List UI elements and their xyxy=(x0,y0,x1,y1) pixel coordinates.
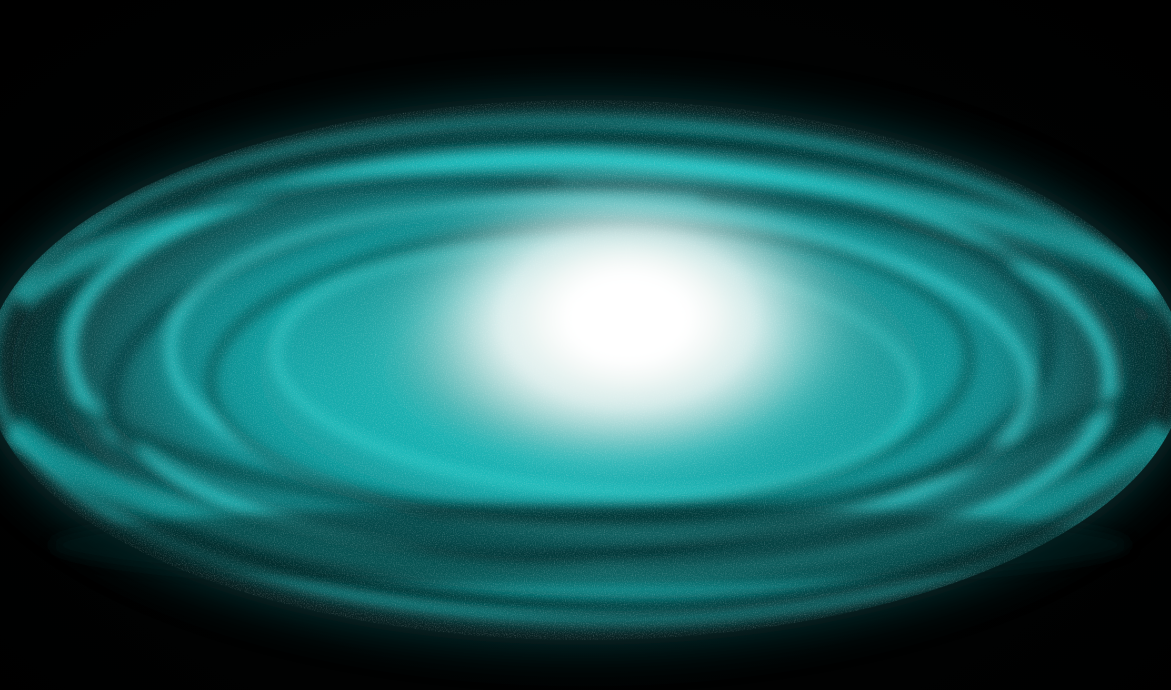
galactic-core xyxy=(493,223,763,413)
